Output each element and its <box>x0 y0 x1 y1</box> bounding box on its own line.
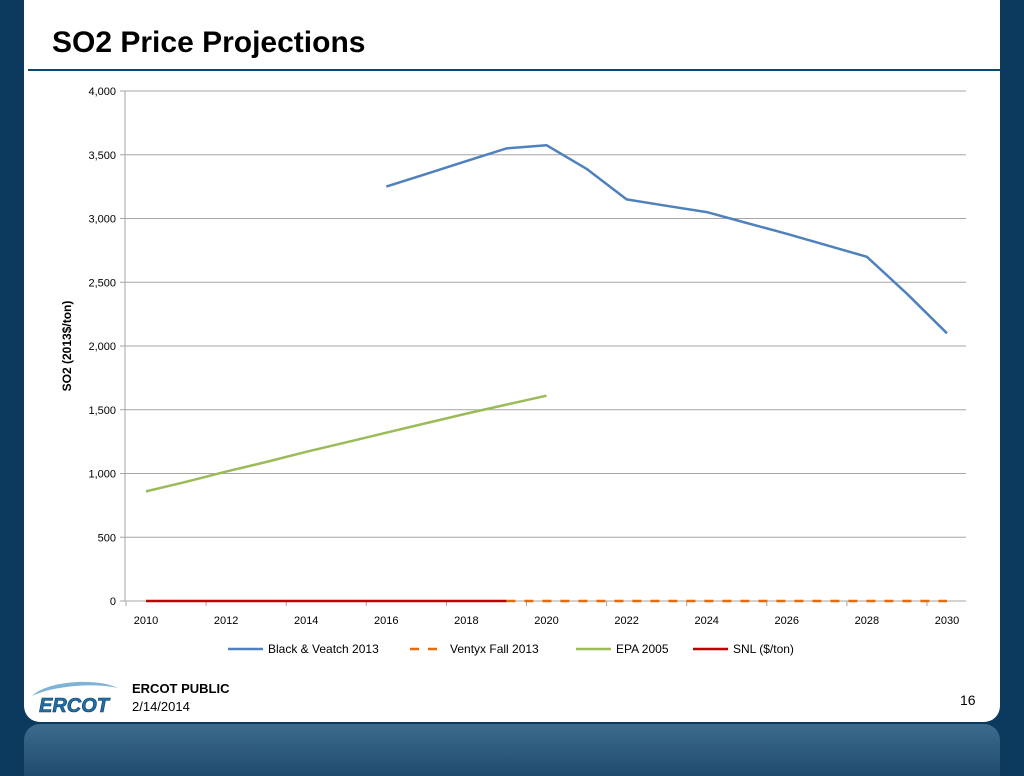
x-tick-label: 2012 <box>214 615 238 627</box>
axis-layer: 0 500 1,000 1,500 2,000 2,500 3,000 3,500 4,000 2… <box>60 86 959 627</box>
legend-label: SNL ($/ton) <box>733 642 794 656</box>
footer-classification: ERCOT PUBLIC <box>132 681 230 696</box>
x-tick-label: 2030 <box>935 615 959 627</box>
y-tick-label: 3,500 <box>88 150 116 162</box>
y-tick-label: 1,000 <box>88 469 116 481</box>
x-tick-label: 2010 <box>134 615 158 627</box>
x-tick-label: 2026 <box>775 615 799 627</box>
slide-title: SO2 Price Projections <box>52 26 366 59</box>
series-line-1 <box>385 143 948 335</box>
y-tick-label: 500 <box>98 532 116 544</box>
series-line-3 <box>145 394 547 493</box>
page-number: 16 <box>960 692 976 708</box>
y-tick-label: 4,000 <box>88 86 116 98</box>
legend-label: EPA 2005 <box>616 642 669 656</box>
bottom-bar <box>24 724 1000 776</box>
x-tick-label: 2018 <box>454 615 478 627</box>
x-tick-label: 2016 <box>374 615 398 627</box>
legend-label: Ventyx Fall 2013 <box>450 642 539 656</box>
x-tick-label: 2014 <box>294 615 318 627</box>
x-tick-label: 2022 <box>614 615 638 627</box>
y-tick-label: 3,000 <box>88 214 116 226</box>
y-tick-label: 2,000 <box>88 341 116 353</box>
legend-label: Black & Veatch 2013 <box>268 642 379 656</box>
ercot-logo-icon: ERCOT <box>32 681 118 717</box>
x-tick-label: 2024 <box>694 615 718 627</box>
x-tick-label: 2020 <box>534 615 558 627</box>
title-divider <box>28 69 1000 71</box>
series-layer <box>145 143 948 603</box>
legend-layer: Black & Veatch 2013 Ventyx Fall 2013 EPA 2… <box>228 642 794 656</box>
y-axis-label: SO2 (2013$/ton) <box>60 301 74 392</box>
footer-date: 2/14/2014 <box>132 699 190 714</box>
logo-wordmark: ERCOT <box>39 695 111 717</box>
y-tick-label: 2,500 <box>88 277 116 289</box>
y-tick-label: 1,500 <box>88 405 116 417</box>
x-tick-label: 2028 <box>855 615 879 627</box>
grid-layer <box>125 90 966 602</box>
so2-price-chart: 0 500 1,000 1,500 2,000 2,500 3,000 3,500 4,000 2… <box>60 86 966 656</box>
y-tick-label: 0 <box>110 596 116 608</box>
